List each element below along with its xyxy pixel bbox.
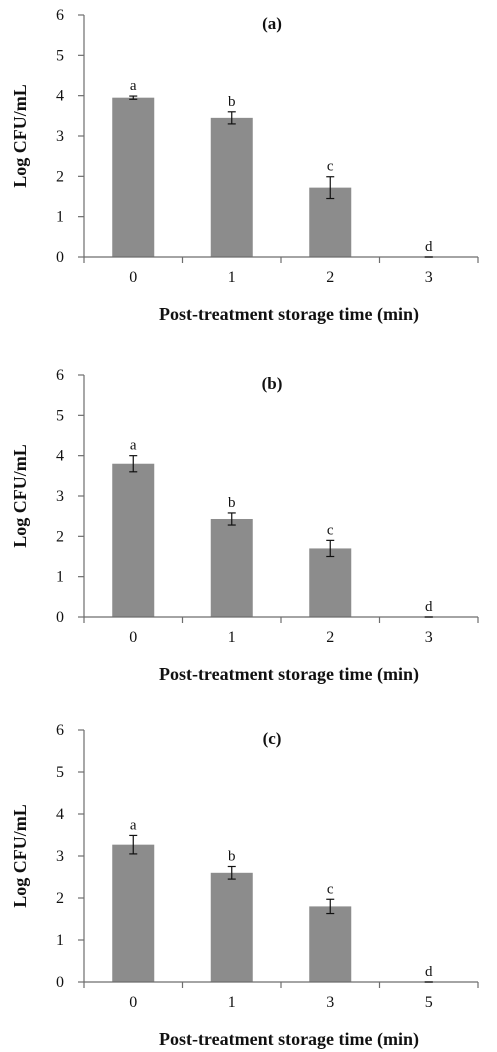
y-tick-label: 6 (56, 7, 64, 24)
y-tick-label: 1 (56, 209, 64, 226)
bar (309, 187, 352, 257)
y-axis-title: Log CFU/mL (10, 804, 30, 908)
x-tick-label: 1 (228, 994, 236, 1011)
significance-label: b (228, 94, 236, 110)
significance-label: c (327, 159, 334, 175)
y-tick-label: 0 (56, 249, 64, 266)
bar (309, 906, 352, 982)
y-tick-label: 6 (56, 722, 64, 739)
x-axis-title: Post-treatment storage time (min) (159, 664, 419, 685)
x-tick-label: 2 (326, 269, 334, 286)
bar (210, 518, 253, 617)
x-tick-label: 2 (326, 629, 334, 646)
significance-label: c (327, 881, 334, 897)
x-tick-label: 0 (129, 994, 137, 1011)
y-tick-label: 2 (56, 168, 64, 185)
y-axis-title: Log CFU/mL (10, 444, 30, 548)
significance-label: d (425, 239, 433, 255)
y-tick-label: 1 (56, 569, 64, 586)
y-tick-label: 5 (56, 47, 64, 64)
x-axis-title: Post-treatment storage time (min) (159, 304, 419, 325)
y-axis-title: Log CFU/mL (10, 84, 30, 188)
y-tick-label: 5 (56, 407, 64, 424)
panel-title: (b) (262, 374, 283, 393)
y-tick-label: 4 (56, 448, 64, 465)
bar (112, 97, 155, 257)
y-tick-label: 3 (56, 488, 64, 505)
y-tick-label: 4 (56, 806, 64, 823)
x-tick-label: 1 (228, 269, 236, 286)
y-tick-label: 3 (56, 128, 64, 145)
significance-label: d (425, 964, 433, 980)
y-tick-label: 0 (56, 974, 64, 991)
y-tick-label: 6 (56, 367, 64, 384)
significance-label: d (425, 599, 433, 615)
x-axis-title: Post-treatment storage time (min) (159, 1029, 419, 1050)
bar (112, 844, 155, 982)
bar (309, 548, 352, 617)
significance-label: a (130, 438, 137, 454)
bar (210, 117, 253, 257)
significance-label: c (327, 522, 334, 538)
x-tick-label: 3 (425, 269, 433, 286)
bar (210, 872, 253, 982)
significance-label: b (228, 495, 236, 511)
panel-title: (c) (263, 729, 282, 748)
y-tick-label: 4 (56, 88, 64, 105)
x-tick-label: 5 (425, 994, 433, 1011)
x-tick-label: 0 (129, 269, 137, 286)
y-tick-label: 1 (56, 932, 64, 949)
significance-label: a (130, 817, 137, 833)
y-tick-label: 5 (56, 764, 64, 781)
y-tick-label: 2 (56, 528, 64, 545)
panel-title: (a) (262, 14, 282, 33)
x-tick-label: 1 (228, 629, 236, 646)
x-tick-label: 3 (425, 629, 433, 646)
y-tick-label: 3 (56, 848, 64, 865)
significance-label: a (130, 78, 137, 94)
y-tick-label: 0 (56, 609, 64, 626)
significance-label: b (228, 849, 236, 865)
x-tick-label: 3 (326, 994, 334, 1011)
y-tick-label: 2 (56, 890, 64, 907)
bar (112, 463, 155, 617)
x-tick-label: 0 (129, 629, 137, 646)
